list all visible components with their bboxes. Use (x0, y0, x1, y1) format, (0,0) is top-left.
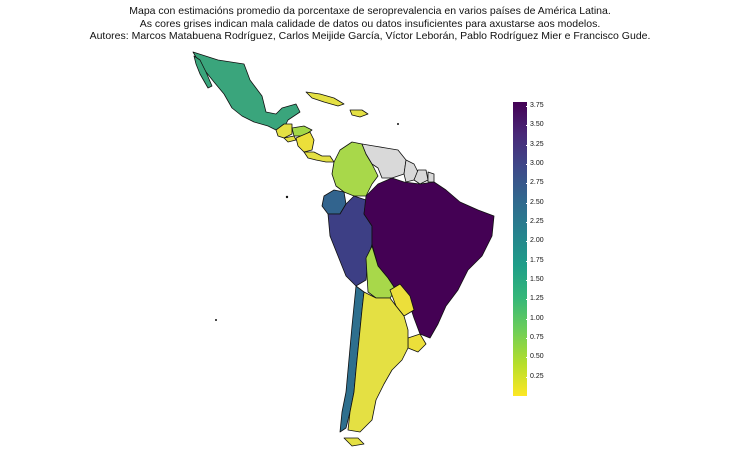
legend-tick-label: 1.00 (526, 314, 544, 322)
legend-tick-label: 1.50 (526, 275, 544, 283)
title-line-1: Mapa con estimacións promedio da porcent… (129, 5, 611, 17)
country-mexico (192, 51, 301, 131)
legend-tick-label: 0.25 (526, 372, 544, 380)
map-title: Mapa con estimacións promedio da porcent… (0, 5, 740, 43)
legend-tick-label: 0.75 (526, 333, 544, 341)
island-dot (397, 123, 399, 125)
legend-tick-label: 2.25 (526, 217, 544, 225)
island-dot (215, 319, 217, 321)
country-mexico-baja (193, 55, 213, 89)
legend-tick-label: 3.75 (526, 101, 544, 109)
country-nicaragua (295, 131, 315, 153)
country-argentina-tdf (343, 437, 365, 447)
legend-tick-label: 2.75 (526, 179, 544, 187)
legend-tick-label: 1.75 (526, 256, 544, 264)
country-suriname (413, 169, 429, 185)
legend-tick-label: 0.50 (526, 353, 544, 361)
legend-tick-label: 1.25 (526, 295, 544, 303)
title-line-3: Autores: Marcos Matabuena Rodríguez, Car… (89, 30, 651, 42)
country-el-salvador (283, 135, 297, 143)
country-guatemala (275, 123, 293, 139)
country-dominican-republic (349, 109, 369, 118)
legend-tick-label: 3.00 (526, 159, 544, 167)
country-panama (303, 151, 335, 163)
legend-tick-label: 2.00 (526, 237, 544, 245)
country-uruguay (407, 333, 427, 353)
legend-tick-label: 2.50 (526, 198, 544, 206)
country-venezuela (361, 143, 407, 179)
country-argentina (347, 291, 409, 433)
country-french-guiana (427, 171, 435, 183)
title-line-2: As cores grises indican mala calidade de… (139, 17, 601, 30)
island-dot (285, 195, 289, 199)
legend-tick-label: 3.25 (526, 140, 544, 148)
country-cuba (305, 91, 345, 107)
legend-colorbar (513, 102, 527, 396)
legend-tick-label: 3.50 (526, 121, 544, 129)
